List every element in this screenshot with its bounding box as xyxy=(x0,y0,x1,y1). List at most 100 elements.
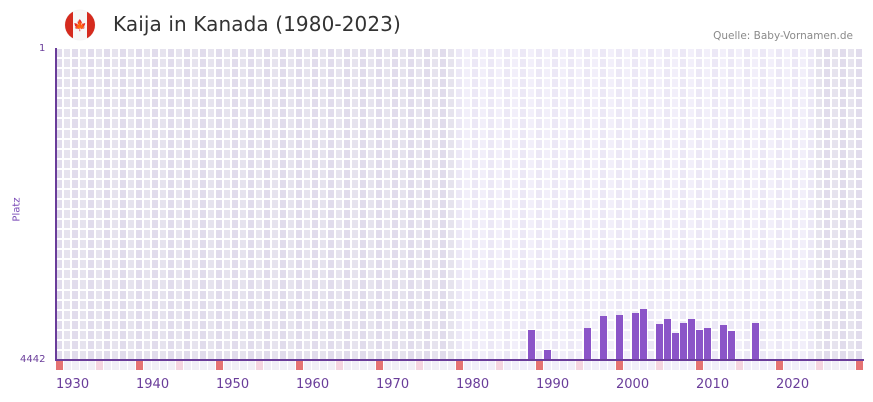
bar-1989[interactable] xyxy=(528,330,535,360)
grid-column xyxy=(784,48,792,360)
year-marker xyxy=(304,361,311,370)
year-marker xyxy=(568,361,575,370)
grid-column xyxy=(200,48,208,360)
year-marker xyxy=(192,361,199,370)
bar-2011[interactable] xyxy=(704,328,711,360)
year-marker xyxy=(320,361,327,370)
year-marker xyxy=(336,361,343,370)
year-marker xyxy=(664,361,671,370)
grid-column xyxy=(648,48,656,360)
grid-column xyxy=(672,48,680,360)
grid-column xyxy=(168,48,176,360)
grid-column xyxy=(368,48,376,360)
grid-column xyxy=(688,48,696,360)
grid-column xyxy=(616,48,624,360)
year-marker xyxy=(432,361,439,370)
year-marker xyxy=(448,361,455,370)
grid-column xyxy=(504,48,512,360)
bar-1998[interactable] xyxy=(600,316,607,360)
grid-column xyxy=(560,48,568,360)
grid-column xyxy=(816,48,824,360)
year-marker xyxy=(104,361,111,370)
bar-2003[interactable] xyxy=(640,308,647,360)
bar-1996[interactable] xyxy=(584,328,591,360)
bar-2007[interactable] xyxy=(672,333,679,360)
year-marker xyxy=(208,361,215,370)
grid-column xyxy=(736,48,744,360)
grid-column xyxy=(336,48,344,360)
year-marker xyxy=(712,361,719,370)
grid-column xyxy=(488,48,496,360)
year-marker xyxy=(688,361,695,370)
grid-column xyxy=(216,48,224,360)
grid-column xyxy=(128,48,136,360)
year-marker xyxy=(120,361,127,370)
grid-column xyxy=(240,48,248,360)
year-marker xyxy=(480,361,487,370)
plot-area xyxy=(56,48,864,360)
y-axis-title: Platz xyxy=(11,197,23,222)
bar-2009[interactable] xyxy=(688,319,695,360)
bar-2006[interactable] xyxy=(664,319,671,360)
x-tick-label: 1980 xyxy=(456,377,490,392)
year-marker xyxy=(240,361,247,370)
year-marker xyxy=(280,361,287,370)
year-marker xyxy=(80,361,87,370)
grid-column xyxy=(592,48,600,360)
grid-column xyxy=(448,48,456,360)
bar-2017[interactable] xyxy=(752,323,759,360)
year-marker xyxy=(160,361,167,370)
year-marker xyxy=(56,361,63,370)
grid-column xyxy=(88,48,96,360)
grid-column xyxy=(224,48,232,360)
grid-column xyxy=(360,48,368,360)
bar-2000[interactable] xyxy=(616,314,623,360)
x-tick-label: 2020 xyxy=(776,377,810,392)
bar-2010[interactable] xyxy=(696,330,703,360)
bar-2002[interactable] xyxy=(632,312,639,360)
source-link[interactable]: Quelle: Baby-Vornamen.de xyxy=(713,30,853,42)
year-marker xyxy=(752,361,759,370)
bar-2014[interactable] xyxy=(728,331,735,360)
year-marker xyxy=(416,361,423,370)
grid-column xyxy=(120,48,128,360)
grid-column xyxy=(104,48,112,360)
grid-column xyxy=(80,48,88,360)
grid-column xyxy=(248,48,256,360)
bar-2013[interactable] xyxy=(720,325,727,360)
grid-column xyxy=(808,48,816,360)
year-marker xyxy=(736,361,743,370)
year-marker xyxy=(328,361,335,370)
grid-column xyxy=(352,48,360,360)
year-marker xyxy=(152,361,159,370)
grid-column xyxy=(112,48,120,360)
grid-column xyxy=(840,48,848,360)
year-marker xyxy=(536,361,543,370)
grid-column xyxy=(304,48,312,360)
grid-column xyxy=(792,48,800,360)
grid-column xyxy=(264,48,272,360)
x-tick-label: 2000 xyxy=(616,377,650,392)
year-marker xyxy=(72,361,79,370)
year-marker xyxy=(784,361,791,370)
grid-column xyxy=(624,48,632,360)
year-marker xyxy=(744,361,751,370)
grid-column xyxy=(496,48,504,360)
year-marker xyxy=(504,361,511,370)
year-marker xyxy=(288,361,295,370)
bar-2008[interactable] xyxy=(680,322,687,360)
bar-1991[interactable] xyxy=(544,350,551,360)
x-tick-label: 1950 xyxy=(216,377,250,392)
grid-column xyxy=(136,48,144,360)
year-marker xyxy=(560,361,567,370)
grid-column xyxy=(320,48,328,360)
year-marker xyxy=(768,361,775,370)
year-marker xyxy=(408,361,415,370)
year-marker xyxy=(552,361,559,370)
grid-column xyxy=(608,48,616,360)
year-marker xyxy=(600,361,607,370)
grid-column xyxy=(192,48,200,360)
year-marker xyxy=(840,361,847,370)
bar-2005[interactable] xyxy=(656,324,663,360)
grid-column xyxy=(848,48,856,360)
